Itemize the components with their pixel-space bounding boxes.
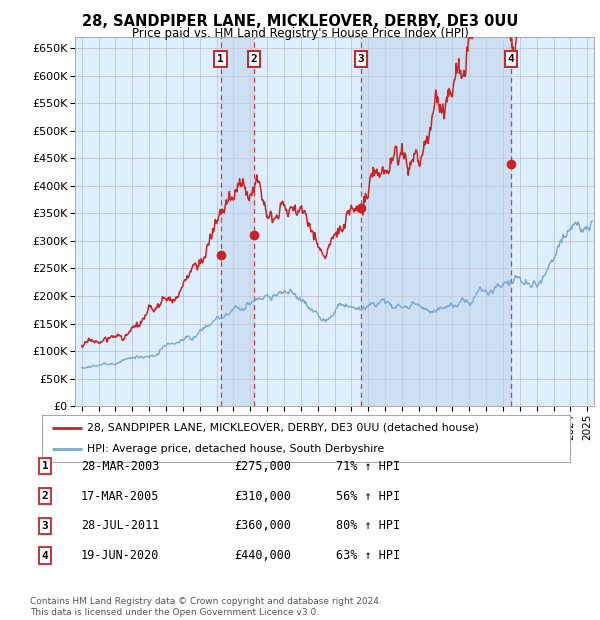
Text: 4: 4 <box>41 551 49 560</box>
Text: 3: 3 <box>41 521 49 531</box>
Text: 63% ↑ HPI: 63% ↑ HPI <box>336 549 400 562</box>
Text: Contains HM Land Registry data © Crown copyright and database right 2024.
This d: Contains HM Land Registry data © Crown c… <box>30 598 382 617</box>
Text: 28-JUL-2011: 28-JUL-2011 <box>81 520 160 532</box>
Bar <box>361 37 511 406</box>
Text: 1: 1 <box>41 461 49 471</box>
Text: 71% ↑ HPI: 71% ↑ HPI <box>336 460 400 472</box>
Text: 28, SANDPIPER LANE, MICKLEOVER, DERBY, DE3 0UU: 28, SANDPIPER LANE, MICKLEOVER, DERBY, D… <box>82 14 518 29</box>
Text: 4: 4 <box>508 54 514 64</box>
Text: 19-JUN-2020: 19-JUN-2020 <box>81 549 160 562</box>
Text: £275,000: £275,000 <box>234 460 291 472</box>
Text: HPI: Average price, detached house, South Derbyshire: HPI: Average price, detached house, Sout… <box>87 445 384 454</box>
Text: 56% ↑ HPI: 56% ↑ HPI <box>336 490 400 502</box>
Text: 3: 3 <box>358 54 364 64</box>
Text: 2: 2 <box>250 54 257 64</box>
Text: 2: 2 <box>41 491 49 501</box>
Text: 28, SANDPIPER LANE, MICKLEOVER, DERBY, DE3 0UU (detached house): 28, SANDPIPER LANE, MICKLEOVER, DERBY, D… <box>87 423 479 433</box>
Text: £360,000: £360,000 <box>234 520 291 532</box>
Bar <box>221 37 254 406</box>
Text: 17-MAR-2005: 17-MAR-2005 <box>81 490 160 502</box>
Text: 28-MAR-2003: 28-MAR-2003 <box>81 460 160 472</box>
Text: £440,000: £440,000 <box>234 549 291 562</box>
Text: 1: 1 <box>217 54 224 64</box>
Text: 80% ↑ HPI: 80% ↑ HPI <box>336 520 400 532</box>
Text: Price paid vs. HM Land Registry's House Price Index (HPI): Price paid vs. HM Land Registry's House … <box>131 27 469 40</box>
Text: £310,000: £310,000 <box>234 490 291 502</box>
